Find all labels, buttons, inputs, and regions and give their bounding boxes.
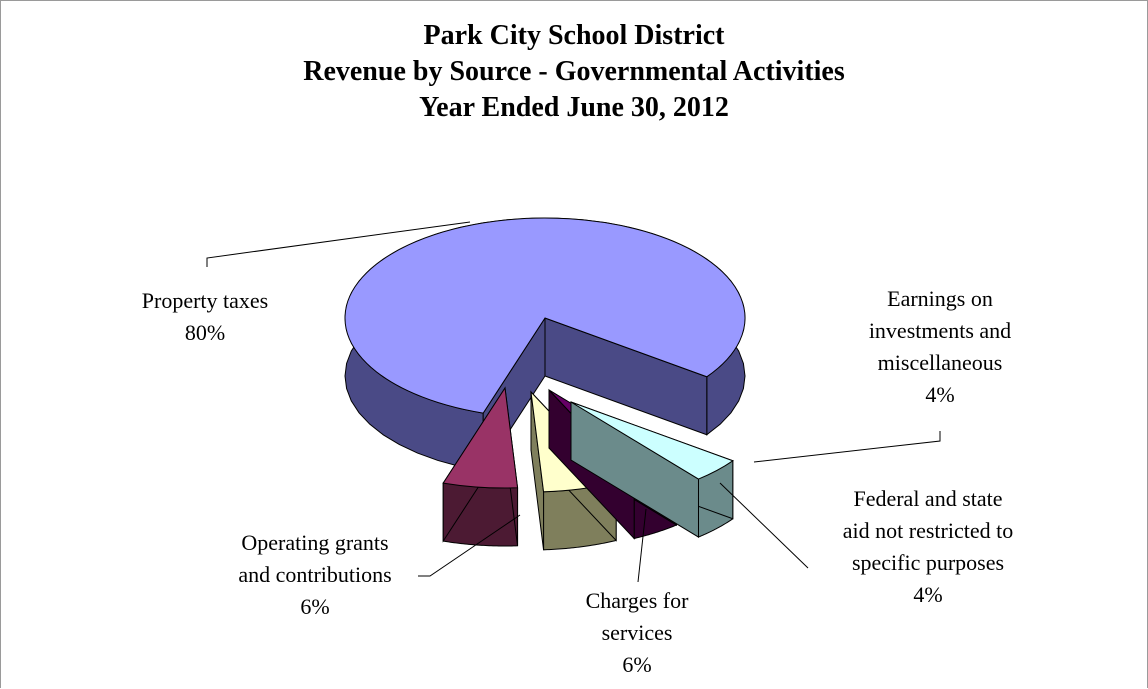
slice-label-2-0: Federal and state bbox=[853, 486, 1002, 511]
leader-line-1 bbox=[753, 431, 941, 463]
slice-percent-label-1-3: 4% bbox=[925, 382, 954, 407]
leader-line-3 bbox=[637, 508, 647, 583]
slice-label-4-1: and contributions bbox=[238, 562, 391, 587]
slice-label-3-1: services bbox=[602, 620, 673, 645]
slice-label-1-0: Earnings on bbox=[887, 286, 993, 311]
chart-title-line-1: Park City School District bbox=[423, 20, 725, 51]
leader-line-2 bbox=[719, 482, 809, 569]
pie-slice-top-0 bbox=[344, 217, 746, 414]
slice-label-4-0: Operating grants bbox=[241, 530, 388, 555]
slice-percent-label-0-1: 80% bbox=[185, 320, 225, 345]
chart-title-line-3: Year Ended June 30, 2012 bbox=[419, 92, 729, 123]
slice-label-2-2: specific purposes bbox=[852, 550, 1004, 575]
leader-line-0 bbox=[206, 221, 471, 267]
slice-label-1-2: miscellaneous bbox=[878, 350, 1003, 375]
slice-percent-label-2-3: 4% bbox=[913, 582, 942, 607]
slice-label-3-0: Charges for bbox=[586, 588, 690, 613]
pie-slice-top-1 bbox=[570, 401, 734, 480]
slice-label-1-1: investments and bbox=[869, 318, 1011, 343]
slice-percent-label-3-2: 6% bbox=[622, 652, 651, 677]
slice-percent-label-4-2: 6% bbox=[300, 594, 329, 619]
slice-label-0-0: Property taxes bbox=[142, 288, 268, 313]
leader-line-4 bbox=[418, 514, 521, 577]
chart-title-line-2: Revenue by Source - Governmental Activit… bbox=[303, 56, 845, 87]
pie-slice-4 bbox=[442, 386, 519, 547]
chart-title: Park City School District Revenue by Sou… bbox=[0, 18, 1148, 126]
slice-label-2-1: aid not restricted to bbox=[843, 518, 1013, 543]
pie-slice-1 bbox=[570, 401, 734, 538]
pie-slice-top-4 bbox=[442, 386, 519, 489]
